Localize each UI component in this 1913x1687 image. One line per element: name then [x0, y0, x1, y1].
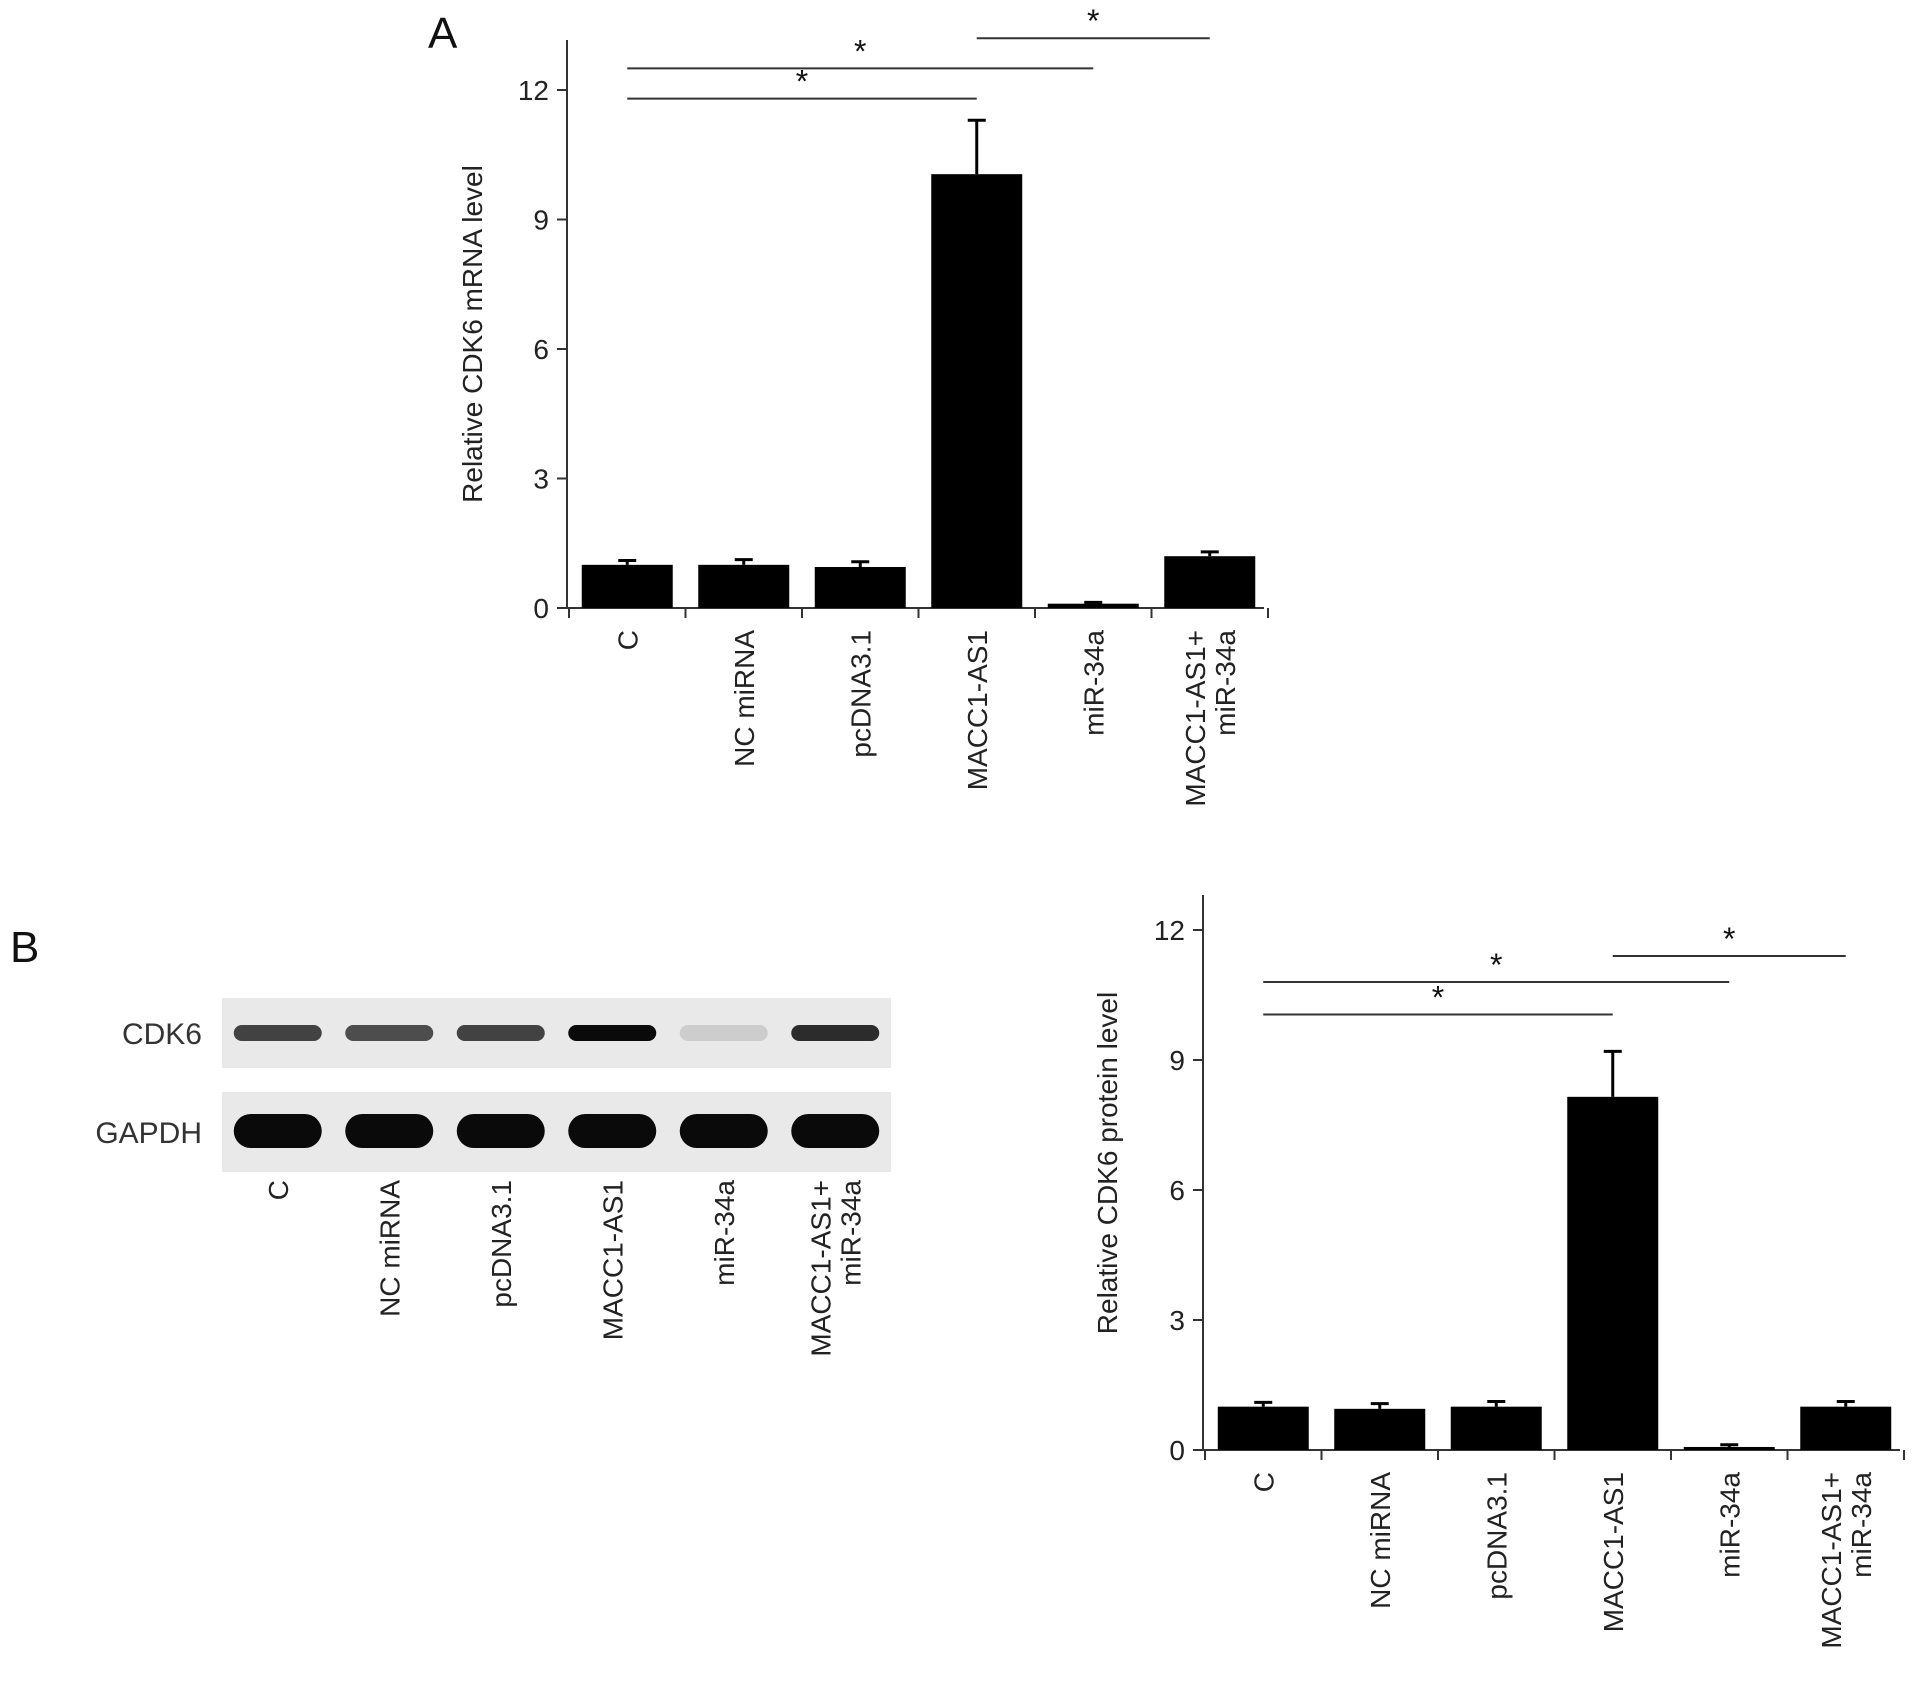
x-category-label: miR-34a	[1078, 630, 1109, 736]
blot-row-label: CDK6	[122, 1018, 202, 1051]
x-category-label: C	[1248, 1472, 1279, 1492]
significance-star: *	[1723, 921, 1735, 957]
blot-lane-label: miR-34a	[709, 1180, 740, 1286]
x-category-label: miR-34a	[1846, 1472, 1877, 1578]
blot-band	[568, 1114, 657, 1148]
bar	[1567, 1096, 1659, 1450]
bar	[1683, 1446, 1775, 1450]
y-tick-label: 3	[1169, 1305, 1185, 1336]
significance-star: *	[854, 33, 866, 69]
protein-bar-chart: 0 3 6 9 12 Relative CDK6 protein level C NC miR…	[1092, 895, 1905, 1649]
y-tick-label: 6	[533, 334, 549, 365]
x-category-label: MACC1-AS1	[1598, 1472, 1629, 1632]
blot-band	[791, 1025, 880, 1041]
blot-lane-label: C	[263, 1180, 294, 1200]
bar	[1800, 1406, 1892, 1450]
panel-label-b: B	[10, 923, 39, 972]
blot-lane-label: NC miRNA	[374, 1180, 405, 1317]
blot-band	[568, 1025, 657, 1041]
bar	[1217, 1406, 1309, 1450]
y-axis-label: Relative CDK6 mRNA level	[457, 165, 488, 503]
blot-band	[679, 1114, 768, 1148]
y-tick-label: 12	[1154, 915, 1185, 946]
bar	[1047, 603, 1139, 608]
y-tick-label: 12	[518, 75, 549, 106]
y-tick-label: 0	[1169, 1435, 1185, 1466]
blot-lane-label: MACC1-AS1	[597, 1180, 628, 1340]
blot-band	[233, 1114, 322, 1148]
x-category-label: miR-34a	[1714, 1472, 1745, 1578]
x-category-label: pcDNA3.1	[1481, 1472, 1512, 1600]
bar	[698, 564, 790, 608]
western-blot: CDK6 GAPDH C NC miRNA pcDNA3.1 MACC1-AS1 miR-3…	[95, 998, 891, 1357]
bar	[581, 564, 673, 608]
y-axis-label: Relative CDK6 protein level	[1092, 992, 1123, 1334]
x-category-label: miR-34a	[1210, 630, 1241, 736]
bar	[1450, 1406, 1542, 1450]
x-category-label: NC miRNA	[1365, 1472, 1396, 1609]
x-category-label: MACC1-AS1+	[1180, 630, 1211, 807]
x-category-label: C	[612, 630, 643, 650]
blot-lane-label: MACC1-AS1+	[805, 1180, 836, 1357]
bar	[814, 566, 906, 608]
bar	[931, 174, 1023, 609]
y-tick-label: 9	[533, 205, 549, 236]
significance-star: *	[1490, 947, 1502, 983]
x-category-label: MACC1-AS1+	[1816, 1472, 1847, 1649]
blot-band	[345, 1025, 434, 1041]
blot-band	[791, 1114, 880, 1148]
blot-lane-label: pcDNA3.1	[486, 1180, 517, 1308]
gapdh-blot-strip	[222, 1092, 891, 1172]
blot-band	[456, 1114, 545, 1148]
blot-band	[679, 1025, 768, 1041]
blot-row-label: GAPDH	[95, 1117, 202, 1150]
y-tick-label: 6	[1169, 1175, 1185, 1206]
x-category-label: NC miRNA	[729, 630, 760, 767]
y-tick-label: 9	[1169, 1045, 1185, 1076]
blot-band	[456, 1025, 545, 1041]
panel-label-a: A	[428, 9, 458, 58]
y-tick-label: 3	[533, 464, 549, 495]
x-category-label: pcDNA3.1	[845, 630, 876, 758]
significance-star: *	[1432, 980, 1444, 1016]
bar	[1334, 1408, 1426, 1450]
blot-lane-label: miR-34a	[835, 1180, 866, 1286]
mrna-bar-chart: 0 3 6 9 12 Relative CDK6 mRNA level C NC miRNA p…	[457, 3, 1269, 807]
significance-star: *	[796, 64, 808, 100]
blot-band	[345, 1114, 434, 1148]
bar	[1164, 556, 1256, 608]
x-category-label: MACC1-AS1	[962, 630, 993, 790]
y-tick-label: 0	[533, 593, 549, 624]
blot-band	[233, 1025, 322, 1041]
significance-star: *	[1087, 3, 1099, 39]
cdk6-blot-strip	[222, 998, 891, 1068]
